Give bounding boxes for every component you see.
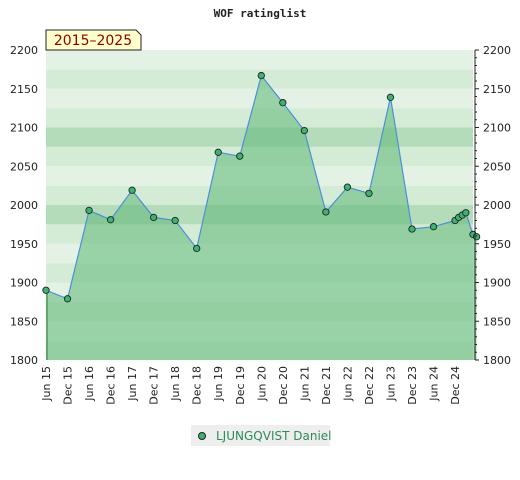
x-tick-label: Dec 19 (234, 366, 247, 405)
data-point (386, 93, 395, 101)
y-tick-label-right: 2000 (483, 199, 511, 212)
data-point (193, 244, 201, 253)
data-point (63, 295, 72, 303)
x-tick-label: Dec 17 (148, 366, 161, 405)
data-point (42, 286, 50, 294)
y-tick-label-right: 1850 (483, 315, 511, 328)
x-tick-label: Jun 24 (428, 366, 441, 402)
period-badge: 2015–2025 (45, 29, 142, 51)
data-point (300, 126, 309, 135)
y-tick-label-right: 2200 (483, 44, 511, 57)
x-tick-label: Jun 18 (169, 366, 182, 402)
data-point (214, 148, 222, 156)
x-tick-label: Jun 17 (126, 366, 139, 402)
y-tick-label-right: 1800 (483, 354, 511, 367)
x-axis: Jun 15 Dec 15 Jun 16 Dec 16 Jun 17 Dec 17 Jun … (40, 366, 462, 405)
y-tick-label-left: 2200 (10, 44, 38, 57)
x-tick-label: Jun 23 (384, 366, 397, 402)
data-point (128, 186, 136, 194)
y-axis-left: 1800 1850 1900 1950 2000 2050 2100 2150 2200 (10, 44, 38, 367)
y-tick-label-left: 1900 (10, 277, 38, 290)
y-tick-label-left: 1950 (10, 238, 38, 251)
data-point (106, 216, 115, 224)
data-point (365, 189, 373, 198)
data-point (85, 206, 93, 215)
data-point (462, 209, 470, 217)
x-tick-label: Jun 16 (83, 366, 96, 402)
y-tick-label-left: 1850 (10, 315, 38, 328)
data-point (472, 233, 481, 241)
x-tick-label: Dec 22 (363, 366, 376, 405)
y-tick-label-left: 1800 (10, 354, 38, 367)
data-point (236, 152, 244, 160)
series-area (46, 75, 477, 360)
legend-marker (198, 432, 206, 440)
y-tick-label-right: 1950 (483, 238, 511, 251)
data-point (171, 216, 179, 225)
x-tick-label: Jun 15 (40, 366, 53, 402)
y-tick-label-right: 1900 (483, 277, 511, 290)
data-point (429, 223, 438, 231)
y-tick-label-right: 2100 (483, 122, 511, 135)
x-tick-label: Jun 22 (341, 366, 354, 402)
x-tick-label: Dec 18 (191, 366, 204, 405)
chart-title: WOF ratinglist (214, 7, 307, 20)
data-point (149, 213, 158, 222)
y-tick-label-right: 2050 (483, 160, 511, 173)
x-tick-label: Dec 20 (277, 366, 290, 405)
y-tick-label-left: 2150 (10, 83, 38, 96)
data-point (279, 99, 287, 107)
x-tick-label: Dec 21 (320, 366, 333, 405)
grid-band (46, 69, 473, 89)
x-tick-label: Dec 23 (406, 366, 419, 405)
x-tick-label: Dec 24 (449, 366, 462, 405)
y-tick-label-right: 2150 (483, 83, 511, 96)
x-tick-label: Jun 20 (255, 366, 268, 402)
x-tick-label: Dec 15 (62, 366, 75, 405)
y-tick-label-left: 2000 (10, 199, 38, 212)
y-tick-label-left: 2100 (10, 122, 38, 135)
x-tick-label: Jun 19 (212, 366, 225, 402)
x-tick-label: Dec 16 (105, 366, 118, 405)
data-point (257, 71, 265, 80)
grid-band (46, 50, 473, 70)
legend: LJUNGQVIST Daniel (191, 425, 332, 446)
x-tick-label: Jun 21 (298, 366, 311, 402)
legend-label: LJUNGQVIST Daniel (216, 429, 332, 443)
period-badge-text: 2015–2025 (54, 33, 132, 49)
y-tick-label-left: 2050 (10, 160, 38, 173)
y-axis-right: 1800 1850 1900 1950 2000 2050 2100 2150 2200 (474, 44, 511, 367)
points-layer (42, 71, 481, 303)
data-point (343, 183, 352, 191)
data-point (408, 225, 416, 233)
data-point (322, 208, 330, 216)
